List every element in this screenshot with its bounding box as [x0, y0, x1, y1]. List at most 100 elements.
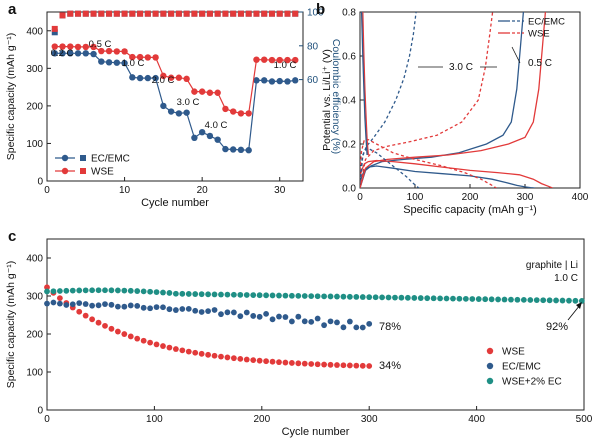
c-point-ecemc: [192, 307, 199, 314]
c-point-wse: [134, 335, 141, 342]
c-point-ecemc: [82, 301, 89, 307]
a-point: [191, 134, 198, 142]
c-point-mix: [224, 291, 231, 298]
c-point-wse: [44, 284, 50, 291]
a-point: [292, 77, 299, 84]
c-point-mix: [308, 293, 315, 300]
c-point-mix: [192, 291, 199, 297]
c-point-wse: [263, 358, 269, 365]
c-point-wse: [198, 350, 205, 357]
a-point: [237, 146, 245, 154]
a-ce-point: [237, 10, 244, 17]
c-point-mix: [372, 294, 379, 301]
c-point-mix: [185, 291, 192, 297]
c-point-wse: [301, 360, 308, 367]
c-point-mix: [508, 296, 514, 303]
c-point-mix: [256, 292, 263, 299]
a-ce-point: [51, 29, 58, 36]
a-rate-label: 0.5 C: [89, 39, 112, 50]
a-ce-point: [113, 10, 120, 17]
a-legend-label: WSE: [91, 167, 114, 178]
c-ytick-label: 400: [26, 254, 43, 265]
c-point-mix: [546, 297, 553, 304]
c-point-mix: [379, 294, 385, 301]
a-point: [59, 50, 66, 57]
a-point: [245, 147, 252, 154]
c-point-ecemc: [321, 322, 327, 329]
c-point-wse: [147, 339, 154, 346]
c-point-ecemc: [179, 306, 186, 312]
c-point-mix: [411, 295, 418, 301]
c-point-ecemc: [69, 301, 76, 308]
c-point-ecemc: [263, 310, 269, 317]
c-legend-swatch: [486, 362, 494, 370]
c-point-ecemc: [134, 302, 141, 309]
c-point-ecemc: [340, 324, 347, 331]
a-legend-swatch: [61, 154, 69, 162]
a-point: [136, 74, 144, 82]
a-legend-label: EC/EMC: [91, 154, 130, 165]
b-curve: [360, 12, 368, 156]
a-xtick-label: 0: [44, 185, 50, 196]
a-point: [214, 89, 221, 96]
c-point-ecemc: [282, 314, 289, 320]
c-point-wse: [95, 319, 102, 326]
c-point-mix: [514, 296, 521, 303]
a-point: [121, 48, 128, 55]
c-point-mix: [166, 290, 173, 296]
c-retention-mix: 92%: [546, 321, 568, 333]
a-point: [67, 50, 74, 57]
c-point-ecemc: [308, 318, 315, 325]
c-point-mix: [385, 294, 392, 301]
c-xtick-label: 0: [44, 414, 50, 425]
a-ce-point: [137, 10, 144, 17]
c-point-mix: [398, 294, 405, 301]
a-point: [82, 50, 89, 57]
a-rate-label: 4.0 C: [205, 120, 228, 131]
c-ytick-label: 200: [26, 330, 43, 341]
c-point-mix: [334, 293, 340, 300]
c-ytick-label: 300: [26, 292, 43, 303]
a-ce-point: [222, 10, 229, 17]
c-point-mix: [56, 288, 63, 294]
c-point-mix: [417, 295, 424, 301]
a-point: [229, 146, 237, 153]
c-point-mix: [134, 288, 141, 294]
c-point-ecemc: [76, 300, 83, 306]
c-point-mix: [230, 291, 237, 298]
c-point-mix: [114, 287, 121, 294]
c-point-mix: [269, 292, 276, 299]
c-point-mix: [82, 287, 89, 294]
c-point-wse: [179, 347, 186, 354]
c-arrow-shaft: [567, 304, 581, 321]
c-point-mix: [437, 295, 443, 302]
a-ylabel: Specific capacity (mAh g⁻¹): [5, 33, 17, 161]
c-point-wse: [243, 356, 250, 363]
b-xlabel: Specific capacity (mAh g⁻¹): [403, 204, 537, 216]
c-point-mix: [69, 287, 76, 294]
a-point: [144, 54, 152, 61]
a-ce-point: [284, 10, 291, 17]
b-curve: [360, 165, 535, 188]
a-point: [276, 77, 283, 85]
c-point-wse: [327, 361, 334, 368]
b-curve: [360, 12, 525, 188]
a-point: [74, 50, 82, 57]
c-point-wse: [218, 353, 224, 360]
a-point: [183, 109, 190, 116]
b-plot-area: [360, 12, 553, 188]
a-point: [121, 59, 128, 67]
c-point-wse: [140, 337, 147, 344]
b-curve: [360, 138, 497, 188]
panel-label-b: b: [316, 1, 325, 18]
c-point-mix: [469, 296, 476, 302]
a-point: [206, 132, 214, 140]
c-point-mix: [520, 296, 527, 303]
a-rate-label: 2.0 C: [152, 75, 175, 86]
a-ce-point: [168, 10, 175, 17]
c-point-wse: [359, 362, 366, 369]
c-point-mix: [488, 296, 495, 303]
a-point: [67, 43, 74, 50]
c-point-wse: [185, 348, 192, 355]
a-ytick-label: 0: [37, 177, 43, 188]
